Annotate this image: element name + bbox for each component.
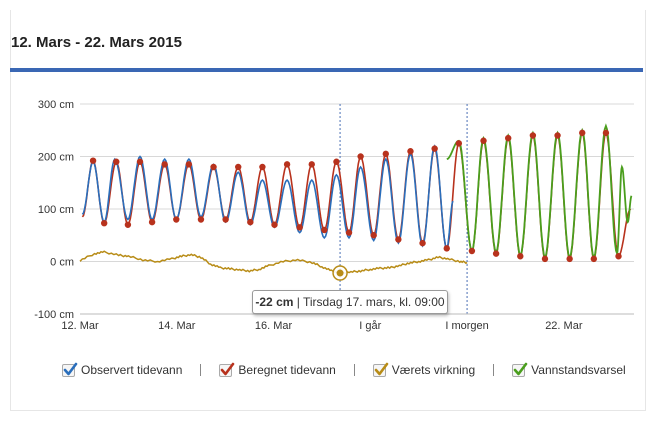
- computed-tide-point: [173, 216, 180, 223]
- checkbox-weather[interactable]: [372, 362, 389, 377]
- computed-tide-point: [161, 161, 168, 168]
- computed-tide-point: [357, 153, 364, 160]
- hover-layer: [332, 265, 348, 281]
- x-tick-label: 22. Mar: [545, 320, 583, 332]
- checkbox-forecast[interactable]: [512, 362, 528, 377]
- computed-tide-point: [431, 145, 438, 152]
- legend-label-computed: Beregnet tidevann: [238, 363, 336, 377]
- computed-tide-point: [222, 216, 229, 223]
- computed-tide-point: [480, 137, 487, 144]
- computed-tide-point: [345, 229, 353, 236]
- computed-tide-point: [197, 216, 205, 223]
- check-icon: [513, 362, 528, 375]
- computed-tide-point: [283, 161, 291, 168]
- computed-tide-point: [407, 148, 414, 155]
- tooltip-value: -22 cm: [255, 295, 294, 309]
- y-tick-label: 100 cm: [38, 204, 74, 216]
- computed-tide-point: [492, 250, 500, 257]
- computed-tide-point: [443, 245, 450, 252]
- computed-tide-point: [185, 161, 193, 168]
- y-tick-label: 300 cm: [38, 99, 74, 111]
- computed-tide-point: [505, 134, 512, 142]
- computed-tide-point: [455, 140, 463, 147]
- computed-tide-point: [271, 221, 278, 228]
- computed-tide-point: [113, 158, 120, 165]
- computed-tide-point: [148, 218, 156, 226]
- computed-tide-point: [395, 236, 402, 243]
- y-tick-label: 200 cm: [38, 152, 74, 164]
- computed-tide-point: [247, 218, 254, 226]
- points-layer: [89, 129, 622, 263]
- computed-tide-point: [124, 221, 132, 228]
- legend-label-forecast: Vannstandsvarsel: [531, 363, 626, 377]
- x-tick-label: I går: [359, 320, 381, 332]
- computed-tide-point: [517, 253, 524, 260]
- computed-tide-point: [100, 219, 108, 227]
- computed-tide-point: [382, 150, 389, 158]
- check-icon: [221, 362, 235, 375]
- computed-tide-point: [333, 158, 340, 165]
- computed-tide-point: [615, 253, 622, 260]
- hover-marker-point: [336, 269, 344, 277]
- page-title: 12. Mars - 22. Mars 2015: [11, 34, 182, 51]
- legend-item-observed[interactable]: Observert tidevann: [62, 362, 183, 377]
- legend-label-observed: Observert tidevann: [81, 363, 183, 377]
- computed-tide-point: [541, 255, 549, 263]
- series-line-vannstandsvarsel: [446, 123, 633, 260]
- legend-label-weather: Værets virkning: [391, 363, 476, 377]
- computed-tide-point: [590, 255, 598, 263]
- series-layer: [79, 123, 633, 275]
- tooltip-text: | Tirsdag 17. mars, kl. 09:00: [293, 295, 445, 309]
- computed-tide-point: [468, 247, 476, 255]
- check-icon: [63, 362, 78, 375]
- computed-tide-point: [259, 163, 266, 171]
- check-icon: [374, 362, 389, 375]
- checkbox-observed[interactable]: [62, 362, 78, 377]
- computed-tide-point: [136, 158, 144, 165]
- computed-tide-point: [554, 132, 561, 139]
- x-tick-label: 14. Mar: [158, 320, 196, 332]
- checkbox-computed[interactable]: [219, 362, 235, 377]
- x-tick-label: 12. Mar: [61, 320, 99, 332]
- x-tick-label: 16. Mar: [255, 320, 293, 332]
- computed-tide-point: [370, 232, 377, 239]
- computed-tide-point: [579, 129, 586, 137]
- computed-tide-point: [308, 161, 315, 168]
- legend-separator: [353, 364, 355, 376]
- computed-tide-point: [529, 132, 537, 139]
- legend-item-weather[interactable]: Værets virkning: [372, 362, 476, 377]
- series-line-v-rets-virkning: [79, 250, 468, 275]
- title-divider: [10, 68, 643, 72]
- computed-tide-point: [321, 226, 328, 234]
- computed-tide-point: [296, 224, 303, 231]
- computed-tide-point: [235, 163, 242, 171]
- legend-item-computed[interactable]: Beregnet tidevann: [219, 362, 336, 377]
- y-tick-label: 0 cm: [50, 257, 74, 269]
- legend-separator: [200, 364, 202, 376]
- legend-separator: [493, 364, 495, 376]
- computed-tide-point: [566, 255, 573, 263]
- computed-tide-point: [210, 163, 217, 171]
- computed-tide-point: [602, 129, 610, 137]
- chart-legend: Observert tidevann Beregnet tidevann Vær…: [62, 360, 626, 380]
- y-tick-label: -100 cm: [34, 309, 74, 321]
- computed-tide-point: [419, 239, 426, 247]
- legend-item-forecast[interactable]: Vannstandsvarsel: [512, 362, 626, 377]
- x-tick-label: I morgen: [445, 320, 488, 332]
- chart-tooltip: -22 cm | Tirsdag 17. mars, kl. 09:00: [252, 290, 448, 314]
- computed-tide-point: [89, 157, 97, 164]
